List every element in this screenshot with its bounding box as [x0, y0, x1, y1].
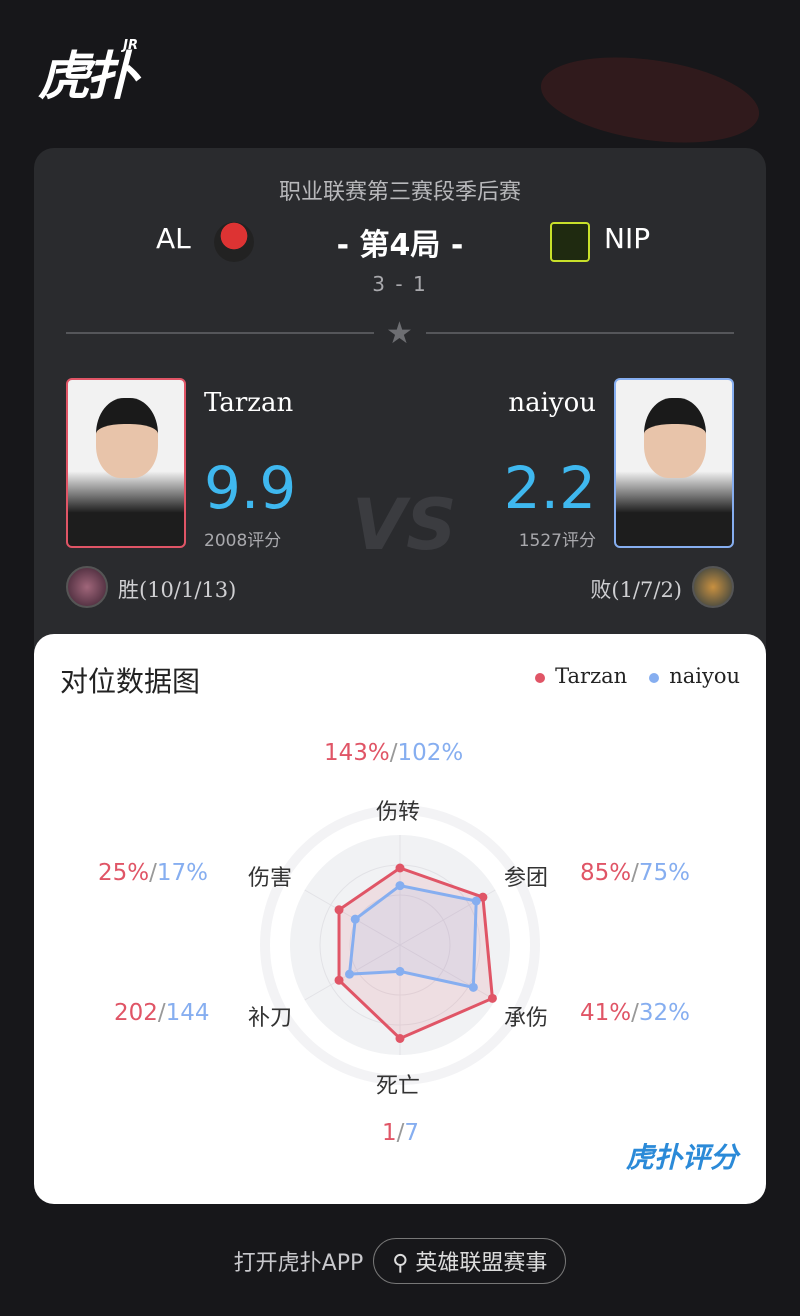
series-Tarzan-point-5 [334, 905, 344, 915]
left-player-rating: 9.9 [204, 454, 297, 522]
divider-left [66, 332, 374, 334]
series-Tarzan-point-0 [395, 863, 405, 873]
hupu-rating-watermark: 虎扑评分 [625, 1141, 738, 1174]
footer: 打开虎扑APP ⚲ 英雄联盟赛事 [0, 1238, 800, 1284]
series-Tarzan-point-2 [487, 993, 497, 1003]
al-team-logo [214, 222, 254, 262]
legend: Tarzan naiyou [535, 664, 740, 688]
home-team-name: AL [156, 222, 191, 255]
divider-right [426, 332, 734, 334]
series-Tarzan-point-1 [478, 892, 488, 902]
right-result: 败(1/7/2) [590, 578, 682, 602]
naiyou-photo [614, 378, 734, 548]
series-naiyou-point-0 [395, 881, 405, 891]
game-number: - 第4局 - [336, 228, 464, 263]
match-card: 职业联赛第三赛段季后赛 AL - 第4局 - NIP 3 - 1 ★ Tarza… [34, 148, 766, 708]
logo-sup: JR [123, 38, 139, 53]
left-player-score: 2008评分 [204, 531, 282, 551]
nip-team-logo [550, 222, 590, 262]
logo-text: 虎扑 [38, 47, 138, 107]
series-Tarzan-point-3 [395, 1034, 405, 1043]
value-5: 25%/17% [98, 860, 208, 886]
series-naiyou-point-4 [345, 969, 355, 979]
axis-label-0: 伤转 [376, 800, 421, 825]
vs-label: VS [352, 484, 457, 566]
value-2: 41%/32% [580, 1000, 690, 1026]
value-3: 1/7 [382, 1120, 420, 1146]
right-player-name: naiyou [508, 388, 596, 418]
right-player-score: 1527评分 [518, 531, 596, 551]
radar-card: 对位数据图 Tarzan naiyou 伤转 参团 承伤 死亡 补刀 伤害 14… [34, 634, 766, 1204]
grid-spoke-2 [399, 944, 496, 1001]
radar-chart [260, 805, 540, 1085]
right-hero-icon [692, 566, 734, 608]
legend-tarzan: Tarzan [535, 664, 627, 688]
star-icon: ★ [386, 316, 413, 351]
left-player-name: Tarzan [204, 388, 294, 418]
away-team-name: NIP [604, 222, 651, 255]
axis-label-1: 参团 [504, 866, 549, 891]
series-score: 3 - 1 [372, 272, 428, 296]
chart-title: 对位数据图 [60, 665, 201, 698]
grid-outer-ring [260, 805, 540, 1085]
axis-label-3: 死亡 [376, 1074, 421, 1099]
search-icon: ⚲ [392, 1251, 416, 1276]
axis-label-2: 承伤 [504, 1006, 549, 1031]
open-app-link[interactable]: 打开虎扑APP [233, 1251, 364, 1276]
league-title: 职业联赛第三赛段季后赛 [278, 180, 521, 205]
hupu-logo: 虎扑 JR [38, 34, 138, 109]
series-naiyou-point-2 [468, 982, 478, 992]
left-result: 胜(10/1/13) [118, 578, 237, 602]
tarzan-photo [66, 378, 186, 548]
right-player-rating: 2.2 [503, 454, 596, 522]
search-pill[interactable]: ⚲ 英雄联盟赛事 [373, 1238, 567, 1284]
series-naiyou-point-1 [471, 896, 481, 906]
axis-label-5: 伤害 [248, 866, 293, 891]
background-decoration [535, 45, 765, 155]
value-4: 202/144 [114, 1000, 210, 1026]
legend-naiyou: naiyou [649, 664, 740, 688]
left-hero-icon [66, 566, 108, 608]
value-1: 85%/75% [580, 860, 690, 886]
value-0: 143%/102% [324, 740, 464, 766]
series-naiyou-point-3 [395, 966, 405, 976]
series-naiyou-point-5 [350, 914, 360, 924]
axis-label-4: 补刀 [248, 1006, 293, 1031]
series-Tarzan-point-4 [334, 975, 344, 985]
